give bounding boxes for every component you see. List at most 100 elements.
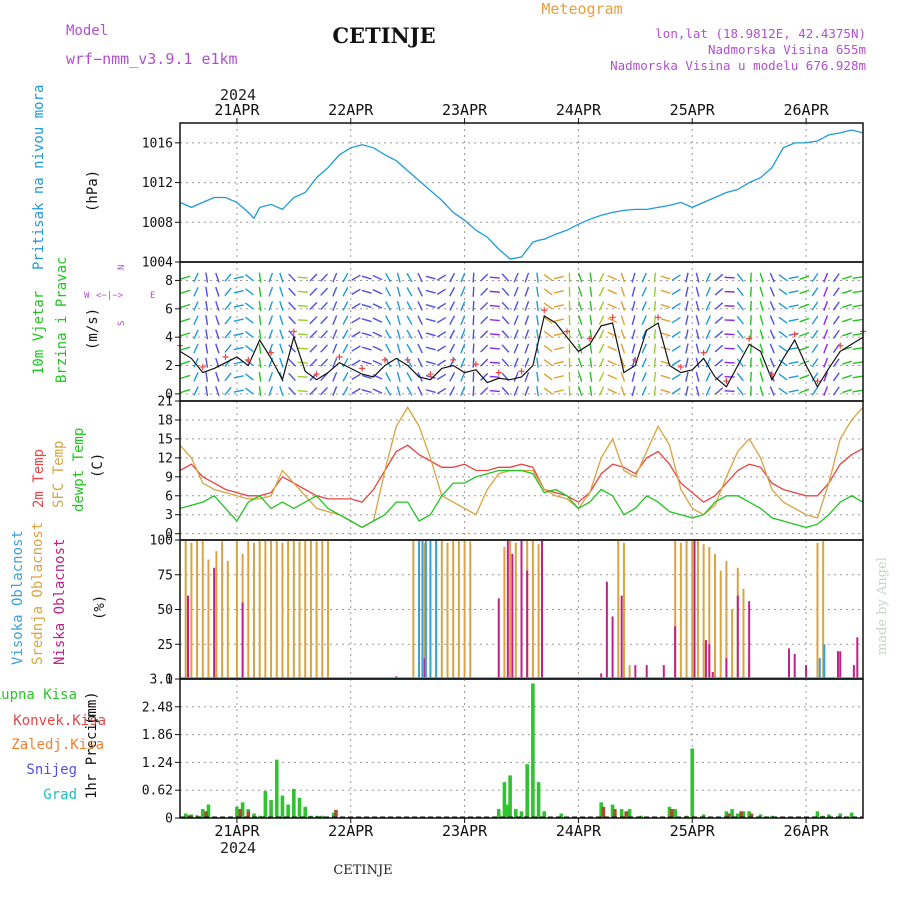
wind-arrow [852,290,863,294]
wind-arrow [205,300,209,312]
wind-arrow [778,359,788,367]
gust-marker [564,328,571,335]
wind-arrow [714,373,724,381]
wind-arrow [852,361,863,365]
cloud-bar-mid [537,544,540,679]
wind-arrow [788,389,799,393]
temp-unit: (C) [90,453,106,478]
wind-arrow [553,389,564,393]
cloud-bar-low [423,658,426,679]
wind-arrow [799,289,810,295]
wind-arrow [589,371,593,382]
wind-arrow [224,344,232,353]
gust-marker [586,335,593,342]
wind-arrow [799,346,810,351]
wind-arrow [671,359,681,366]
wind-arrow [258,329,262,340]
ytick-label: 2 [165,359,173,374]
wind-arrow [811,329,819,339]
wind-arrow [406,343,413,354]
wind-arrow [233,290,244,294]
wind-arrow [480,273,489,282]
wind-arrow [489,333,500,336]
wind-arrow [342,386,349,396]
wind-arrow [297,276,308,279]
wind-arrow [513,371,519,382]
gust-marker [655,314,662,321]
wind-arrow [769,357,775,368]
wind-arrow [215,343,220,354]
cloud-bar-mid [503,546,506,679]
wind-arrow [489,304,500,308]
gust-marker [450,356,457,363]
elevation-text: Nadmorska Visina 655m [708,42,866,57]
wind-arrow [705,372,711,382]
precip-bar [559,813,564,818]
wind-arrow [417,272,423,283]
wind-arrow [788,304,799,308]
wind-arrow [788,275,799,280]
wind-arrow [361,318,372,323]
wind-arrow [224,273,232,282]
wind-arrow [309,344,318,353]
cloud-bar-low [839,651,842,679]
wind-arrow [320,344,328,353]
cloud-bar-mid [719,570,722,679]
ytick-label: 100 [150,534,173,549]
wind-arrow [553,346,564,351]
wind-arrow [641,372,647,382]
cloud-bar-low [526,570,529,679]
wind-arrow [524,343,530,354]
wind-arrow [205,272,209,283]
day-label-top: 23APR [442,101,488,119]
wind-arrow [589,386,593,397]
wind-arrow [489,389,500,393]
compass-arrows: <−|−> [96,291,124,301]
wind-arrow [553,332,564,337]
cloud-low-label: Niska Oblacnost [52,539,68,665]
wind-arrow [215,286,220,297]
wind-arrow [769,315,775,326]
wind-arrow [685,343,689,354]
wind-arrow [449,287,456,297]
wind-arrow [193,329,199,340]
wind-arrow [501,287,510,296]
wind-arrow [769,329,775,340]
wind-arrow [685,329,689,340]
gust-marker [746,335,753,342]
day-label-bottom: 23APR [442,822,488,840]
wind-arrow [620,315,626,326]
wind-arrow [489,319,500,322]
wind-arrow [396,329,401,340]
wind-arrow [543,316,553,324]
cloud-bar-mid [702,544,705,679]
wind-arrow [823,386,829,396]
wind-arrow [799,275,810,280]
cloud-bar-low [600,673,603,679]
day-label-bottom: 22APR [328,822,374,840]
wind-arrow [660,318,671,323]
wind-arrow [406,272,413,283]
wind-arrow [436,345,447,352]
wind-arrow [297,290,308,293]
gust-marker [609,314,616,321]
cloud-bar-mid [628,665,631,679]
ytick-label: 3 [165,508,173,523]
wind-arrow [852,332,863,336]
precip-bar [531,683,535,818]
series-line-pressure [179,129,864,260]
wind-arrow [543,274,553,282]
gust-marker [245,356,252,363]
wind-arrow [342,287,349,297]
wind-arrow [653,300,657,312]
wind-arrow [759,315,764,326]
wind-arrow [536,300,539,312]
gust-marker [495,369,502,376]
wind-arrow [193,286,199,297]
cloud-bar-mid [423,542,426,679]
gust-marker [427,371,434,378]
precip-bar [519,811,524,818]
wind-arrow [620,301,626,311]
cloud-bar-high [421,540,424,679]
wind-arrow [361,374,372,379]
